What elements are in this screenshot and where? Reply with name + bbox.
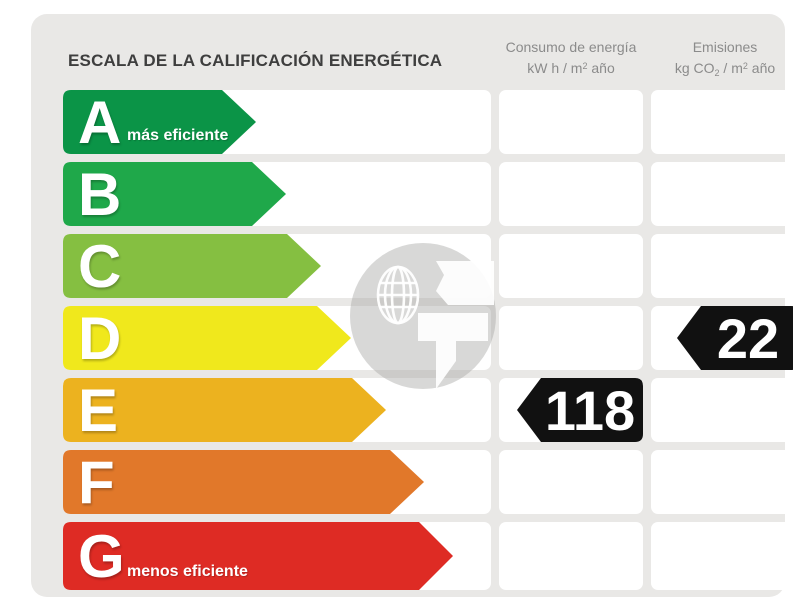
rating-arrow-f: F [63,448,424,516]
globe-icon [376,265,420,325]
consumo-cell-f [499,450,643,514]
arrow-shape-b [63,162,286,226]
consumo-cell-a [499,90,643,154]
efficiency-note-g: menos eficiente [127,563,248,580]
rating-arrow-d: D [63,304,351,372]
rating-arrow-b: B [63,160,286,228]
emisiones-cell-a [651,90,793,154]
emisiones-cell-b [651,162,793,226]
consumo-label: Consumo de energía [505,39,637,55]
page-title: ESCALA DE LA CALIFICACIÓN ENERGÉTICA [68,51,443,70]
arrow-shape-c [63,234,321,298]
arrow-shape-g [63,522,453,590]
rating-letter-b: B [78,160,122,228]
emisiones-label: Emisiones [692,39,758,55]
emisiones-cell-f [651,450,793,514]
consumo-unit: kW h / m2 año [527,60,615,76]
emisiones-cell-e [651,378,793,442]
consumo-badge-arrow [517,378,643,442]
consumo-value: 118 [544,378,636,442]
arrow-shape-e [63,378,386,442]
rating-letter-c: C [78,232,122,300]
rating-letter-f: F [78,448,115,516]
emisiones-unit: kg CO2 / m2 año [674,60,776,78]
consumo-cell-g [499,522,643,590]
emisiones-cell-g [651,522,793,590]
consumo-column-header: Consumo de energía kW h / m2 año [461,39,681,77]
consumo-value-badge: 118 [517,378,643,442]
energy-certificate-panel: ESCALA DE LA CALIFICACIÓN ENERGÉTICA Con… [31,14,793,597]
rating-letter-d: D [78,304,122,372]
efficiency-note-a: más eficiente [127,127,229,144]
emisiones-badge-arrow [677,306,793,370]
consumo-cell-d [499,306,643,370]
emisiones-value: 22 [716,306,780,370]
arrow-shape-f [63,450,424,514]
rating-letter-g: G [78,522,125,590]
emisiones-column-header: Emisiones kg CO2 / m2 año [615,39,793,82]
rating-arrow-c: C [63,232,321,300]
rating-arrow-e: E [63,376,386,444]
rating-letter-e: E [78,376,119,444]
watermark-logo [350,243,496,389]
emisiones-value-badge: 22 [677,306,793,370]
consumo-cell-b [499,162,643,226]
consumo-cell-c [499,234,643,298]
emisiones-cell-c [651,234,793,298]
f-letter [418,261,494,389]
rating-letter-a: A [78,88,122,156]
arrow-shape-a [63,90,256,154]
arrow-shape-d [63,306,351,370]
